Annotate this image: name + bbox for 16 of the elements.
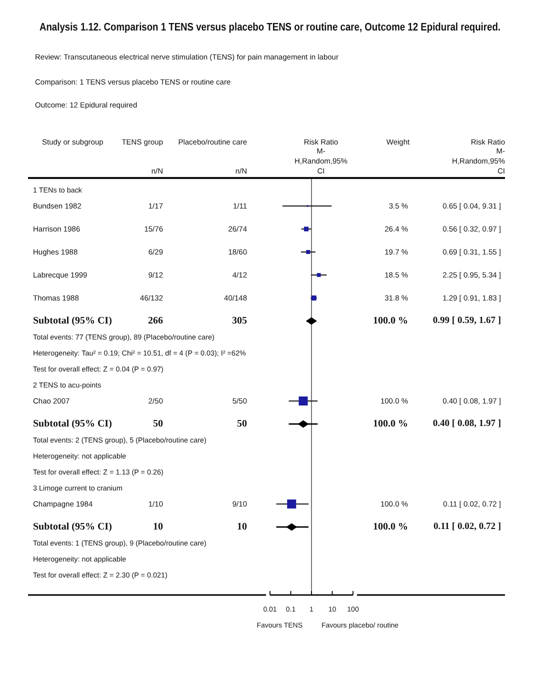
- text: 50: [153, 418, 163, 430]
- text: 50: [237, 418, 247, 430]
- text: 305: [232, 316, 247, 326]
- text: 0.40 [ 0.08, 1.97 ]: [432, 419, 501, 429]
- text: 100.0 %: [373, 418, 408, 430]
- text: 0.11 [ 0.02, 0.72 ]: [433, 522, 501, 532]
- text: 100.0 %: [373, 316, 408, 326]
- text: 10: [153, 522, 163, 532]
- text: 266: [148, 316, 163, 326]
- chart-title: Analysis 1.12. Comparison 1 TENS versus placebo TENS or routine care, Outcome 12 Epidural required.: [39, 22, 501, 34]
- y-tick-label: Subtotal (95% CI): [33, 522, 112, 532]
- text: 10: [237, 522, 247, 532]
- y-tick-label: Subtotal (95% CI): [33, 316, 112, 326]
- text: 100.0 %: [373, 522, 408, 532]
- text: 0.99 [ 0.59, 1.67 ]: [432, 316, 501, 326]
- y-tick-label: Subtotal (95% CI): [33, 418, 112, 430]
